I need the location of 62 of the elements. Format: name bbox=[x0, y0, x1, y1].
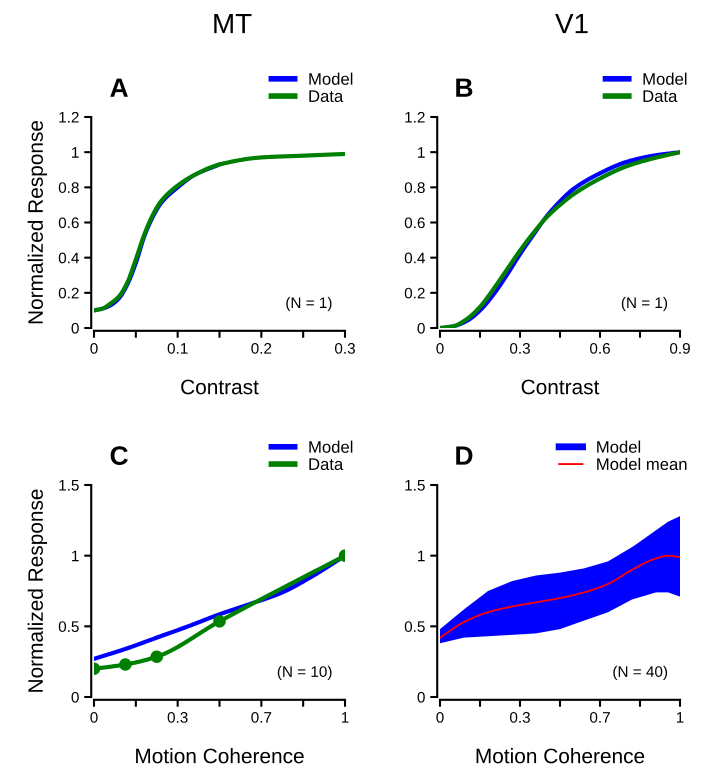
y-tick-label: 1.2 bbox=[59, 112, 79, 123]
annotation: (N = 1) bbox=[286, 296, 332, 312]
y-tick-label: 0.5 bbox=[58, 621, 79, 632]
x-tick-label: 0.6 bbox=[590, 342, 610, 354]
y-tick-label: 1.5 bbox=[405, 480, 425, 491]
x-tick-label: 0.3 bbox=[334, 342, 355, 354]
x-axis-title: Contrast bbox=[181, 380, 259, 394]
chart-subtitle: C bbox=[110, 446, 128, 465]
y-tick-label: 0.6 bbox=[58, 217, 79, 228]
y-tick-label: 0 bbox=[418, 692, 425, 703]
legend-label: Model mean bbox=[597, 458, 686, 470]
y-tick-label: 0.2 bbox=[404, 288, 425, 299]
x-axis-title: Motion Coherence bbox=[136, 748, 304, 764]
legend-label: Model bbox=[644, 72, 686, 85]
y-tick-label: 0.5 bbox=[404, 621, 425, 632]
legend-label: Model bbox=[309, 440, 352, 453]
chart-subtitle: B bbox=[456, 78, 472, 97]
x-tick-label: 0.3 bbox=[510, 712, 530, 723]
chart-subtitle: A bbox=[110, 78, 128, 97]
annotation: (N = 1) bbox=[622, 296, 668, 312]
y-tick-label: 1.2 bbox=[405, 112, 425, 123]
x-tick-label: 0.9 bbox=[670, 342, 690, 354]
annotation: (N = 10) bbox=[278, 666, 332, 680]
y-tick-label: 0.2 bbox=[58, 288, 79, 299]
chart-subtitle: D bbox=[456, 446, 472, 465]
x-tick-label: 0 bbox=[436, 342, 444, 354]
x-tick-label: 0 bbox=[90, 712, 98, 723]
x-tick-label: 0.7 bbox=[590, 712, 610, 723]
x-axis-title: Contrast bbox=[522, 380, 600, 394]
x-axis-title: Motion Coherence bbox=[476, 748, 644, 764]
x-tick-label: 0.2 bbox=[251, 342, 272, 354]
y-tick-label: 0.4 bbox=[58, 252, 79, 264]
x-tick-label: 0.3 bbox=[168, 712, 188, 723]
legend-label: Data bbox=[309, 458, 344, 470]
y-tick-label: 1 bbox=[418, 147, 425, 158]
legend-label: Model bbox=[309, 72, 352, 85]
x-tick-label: 0.3 bbox=[510, 342, 530, 354]
chart-title: MT bbox=[214, 14, 252, 34]
y-axis-title: Normalized Response bbox=[28, 489, 48, 692]
y-tick-label: 0.8 bbox=[58, 182, 79, 194]
y-tick-label: 1 bbox=[418, 550, 425, 562]
legend-label: Data bbox=[309, 90, 344, 102]
legend-label: Data bbox=[644, 90, 678, 102]
y-tick-label: 1.5 bbox=[59, 480, 79, 491]
y-tick-label: 0 bbox=[418, 322, 425, 334]
x-tick-label: 1 bbox=[342, 712, 349, 723]
legend-label: Model bbox=[597, 440, 640, 453]
y-tick-label: 1 bbox=[72, 147, 79, 158]
x-tick-label: 0 bbox=[90, 342, 98, 354]
y-tick-label: 0.6 bbox=[404, 217, 425, 228]
y-tick-label: 1 bbox=[72, 550, 79, 562]
y-tick-label: 0 bbox=[72, 692, 79, 703]
y-tick-label: 0 bbox=[72, 322, 79, 334]
x-tick-label: 0.7 bbox=[251, 712, 272, 723]
y-tick-label: 0.8 bbox=[404, 182, 425, 194]
y-tick-label: 0.4 bbox=[404, 252, 425, 264]
chart-title: V1 bbox=[555, 14, 588, 34]
x-tick-label: 1 bbox=[676, 712, 684, 723]
y-axis-title: Normalized Response bbox=[28, 120, 48, 324]
annotation: (N = 40) bbox=[613, 666, 668, 680]
x-tick-label: 0 bbox=[436, 712, 444, 723]
x-tick-label: 0.1 bbox=[168, 342, 188, 354]
